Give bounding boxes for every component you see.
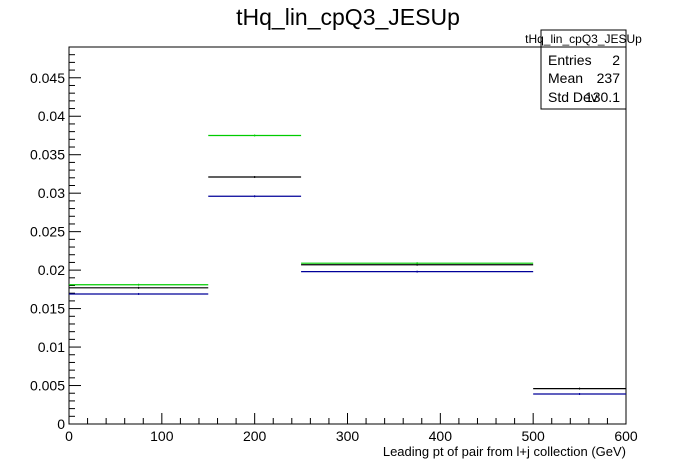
stats-stddev-value: 130.1 [585,89,620,105]
stats-box: tHq_lin_cpQ3_JESUp Entries 2 Mean 237 St… [525,29,642,110]
x-axis-label: Leading pt of pair from l+j collection (… [383,444,626,459]
stats-entries-label: Entries [548,52,592,68]
y-tick-label: 0.035 [30,147,65,163]
x-axis: 0 100 200 300 400 500 600 [65,413,638,444]
x-tick-label: 400 [429,428,453,444]
stats-title: tHq_lin_cpQ3_JESUp [525,32,642,46]
y-tick-label: 0.015 [30,301,65,317]
series-0 [69,176,626,390]
y-axis: 0 0.005 0.01 0.015 0.02 0.025 0.03 0.035 0.04 0.0… [30,46,81,432]
y-tick-label: 0.01 [38,339,65,355]
x-tick-label: 500 [521,428,545,444]
stats-entries-value: 2 [612,52,620,68]
x-tick-label: 100 [150,428,174,444]
x-tick-label: 300 [336,428,360,444]
y-tick-label: 0.025 [30,224,65,240]
x-tick-label: 600 [614,428,638,444]
y-tick-label: 0.03 [38,185,65,201]
chart-title: tHq_lin_cpQ3_JESUp [236,4,460,30]
series-1 [69,134,534,286]
y-tick-label: 0.04 [38,108,65,124]
series-2 [69,195,626,395]
x-tick-label: 200 [243,428,267,444]
y-tick-label: 0 [57,416,65,432]
stats-mean-label: Mean [548,70,583,86]
y-tick-label: 0.045 [30,70,65,86]
stats-stddev-label: Std Dev [548,89,598,105]
y-tick-label: 0.005 [30,378,65,394]
y-tick-label: 0.02 [38,262,65,278]
series-layer [69,134,626,395]
x-tick-label: 0 [65,428,73,444]
stats-mean-value: 237 [597,70,621,86]
